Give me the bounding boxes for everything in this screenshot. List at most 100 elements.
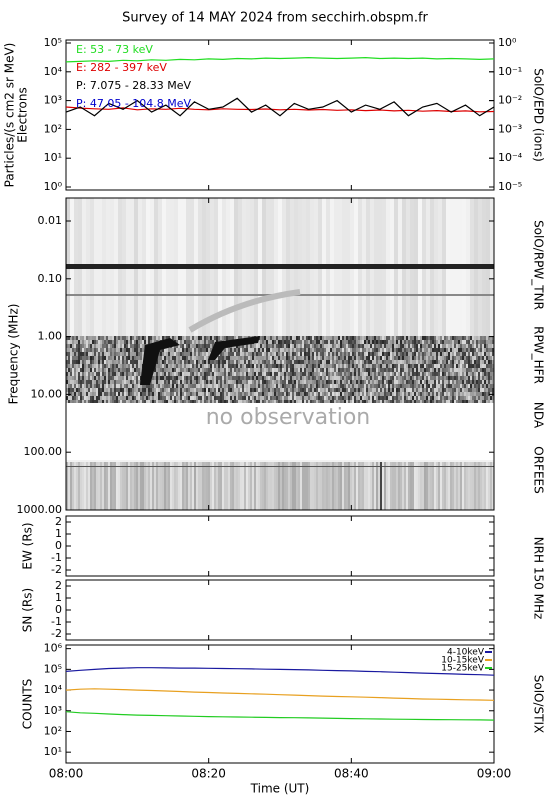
hfr-cell xyxy=(86,348,88,352)
hfr-cell xyxy=(204,336,206,340)
hfr-cell xyxy=(172,352,174,356)
hfr-cell xyxy=(384,336,386,340)
hfr-cell xyxy=(352,384,354,388)
hfr-cell xyxy=(308,396,310,400)
hfr-cell xyxy=(330,360,332,364)
hfr-cell xyxy=(360,360,362,364)
hfr-cell xyxy=(334,364,336,368)
hfr-cell xyxy=(380,364,382,368)
hfr-cell xyxy=(418,348,420,352)
hfr-cell xyxy=(450,376,452,380)
hfr-cell xyxy=(376,380,378,384)
hfr-cell xyxy=(102,360,104,364)
hfr-cell xyxy=(324,344,326,348)
orfees-column xyxy=(376,462,378,510)
hfr-cell xyxy=(228,360,230,364)
hfr-cell xyxy=(194,376,196,380)
hfr-cell xyxy=(476,364,478,368)
orfees-line xyxy=(66,466,494,467)
hfr-cell xyxy=(348,376,350,380)
hfr-cell xyxy=(164,396,166,400)
hfr-cell xyxy=(94,348,96,352)
hfr-cell xyxy=(394,376,396,380)
hfr-cell xyxy=(400,384,402,388)
hfr-cell xyxy=(68,348,70,352)
hfr-cell xyxy=(76,360,78,364)
hfr-cell xyxy=(70,388,72,392)
hfr-cell xyxy=(74,360,76,364)
hfr-cell xyxy=(198,344,200,348)
hfr-cell xyxy=(318,388,320,392)
hfr-cell xyxy=(410,400,412,404)
hfr-cell xyxy=(122,336,124,340)
hfr-cell xyxy=(418,336,420,340)
hfr-cell xyxy=(352,376,354,380)
hfr-cell xyxy=(472,356,474,360)
hfr-cell xyxy=(436,344,438,348)
hfr-cell xyxy=(252,376,254,380)
hfr-cell xyxy=(96,392,98,396)
hfr-cell xyxy=(212,372,214,376)
hfr-cell xyxy=(380,396,382,400)
hfr-cell xyxy=(418,400,420,404)
hfr-cell xyxy=(86,336,88,340)
hfr-cell xyxy=(230,364,232,368)
hfr-cell xyxy=(380,372,382,376)
hfr-cell xyxy=(354,344,356,348)
hfr-cell xyxy=(134,372,136,376)
hfr-cell xyxy=(248,376,250,380)
hfr-cell xyxy=(208,380,210,384)
hfr-cell xyxy=(348,348,350,352)
hfr-cell xyxy=(110,360,112,364)
hfr-cell xyxy=(218,364,220,368)
hfr-cell xyxy=(338,376,340,380)
hfr-cell xyxy=(308,356,310,360)
hfr-cell xyxy=(150,336,152,340)
hfr-cell xyxy=(460,348,462,352)
hfr-cell xyxy=(346,380,348,384)
hfr-cell xyxy=(194,380,196,384)
orfees-column xyxy=(286,462,288,510)
hfr-cell xyxy=(262,364,264,368)
hfr-cell xyxy=(194,384,196,388)
hfr-cell xyxy=(352,400,354,404)
hfr-cell xyxy=(80,336,82,340)
hfr-cell xyxy=(436,376,438,380)
hfr-cell xyxy=(202,388,204,392)
hfr-cell xyxy=(262,388,264,392)
hfr-cell xyxy=(420,396,422,400)
hfr-cell xyxy=(282,352,284,356)
hfr-cell xyxy=(232,400,234,404)
hfr-cell xyxy=(414,360,416,364)
hfr-cell xyxy=(358,356,360,360)
hfr-cell xyxy=(402,380,404,384)
hfr-cell xyxy=(102,352,104,356)
hfr-cell xyxy=(482,344,484,348)
hfr-cell xyxy=(176,364,178,368)
hfr-cell xyxy=(286,360,288,364)
hfr-cell xyxy=(386,376,388,380)
orfees-column xyxy=(220,462,222,510)
hfr-cell xyxy=(294,360,296,364)
hfr-cell xyxy=(168,400,170,404)
hfr-cell xyxy=(108,372,110,376)
hfr-cell xyxy=(484,376,486,380)
hfr-cell xyxy=(276,344,278,348)
hfr-cell xyxy=(360,380,362,384)
hfr-cell xyxy=(446,400,448,404)
hfr-cell xyxy=(88,364,90,368)
hfr-cell xyxy=(468,388,470,392)
hfr-cell xyxy=(186,376,188,380)
hfr-cell xyxy=(154,384,156,388)
hfr-cell xyxy=(366,344,368,348)
hfr-cell xyxy=(194,400,196,404)
hfr-cell xyxy=(470,380,472,384)
hfr-cell xyxy=(290,376,292,380)
hfr-cell xyxy=(170,400,172,404)
hfr-cell xyxy=(90,356,92,360)
hfr-cell xyxy=(450,368,452,372)
hfr-cell xyxy=(326,388,328,392)
hfr-cell xyxy=(370,400,372,404)
hfr-cell xyxy=(488,384,490,388)
hfr-cell xyxy=(318,352,320,356)
